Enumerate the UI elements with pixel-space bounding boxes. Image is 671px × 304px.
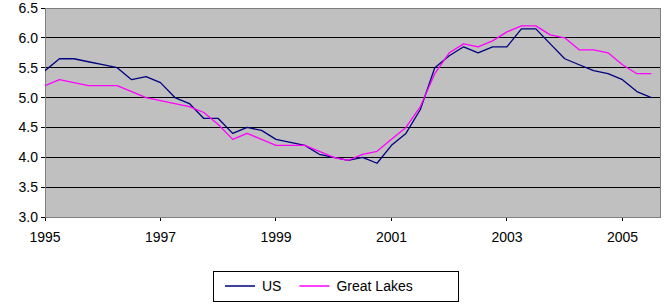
legend-swatch [299, 285, 329, 287]
x-tick [275, 217, 276, 221]
x-tick [622, 217, 623, 221]
y-tick-label: 6.5 [19, 0, 39, 16]
legend-label: US [262, 278, 281, 294]
series-line [45, 26, 651, 160]
x-tick-label: 2001 [376, 229, 407, 245]
grid-line [45, 37, 660, 38]
y-tick [41, 8, 45, 9]
y-tick-label: 4.5 [19, 119, 39, 135]
y-tick [41, 127, 45, 128]
y-tick-label: 4.0 [19, 149, 39, 165]
x-tick [45, 217, 46, 221]
y-tick-label: 3.5 [19, 179, 39, 195]
y-tick-label: 5.5 [19, 60, 39, 76]
legend-label: Great Lakes [336, 278, 412, 294]
y-tick-label: 5.0 [19, 90, 39, 106]
y-tick [41, 157, 45, 158]
page: {"chart_data": {"type": "line", "x": [19… [0, 0, 671, 304]
plot-frame [45, 8, 660, 217]
x-tick-label: 2005 [607, 229, 638, 245]
grid-line [45, 187, 660, 188]
grid-line [45, 127, 660, 128]
y-tick [41, 217, 45, 218]
series-line [45, 29, 651, 163]
plot-area [45, 8, 660, 217]
y-tick [41, 187, 45, 188]
y-tick [41, 67, 45, 68]
y-tick [41, 37, 45, 38]
grid-line [45, 67, 660, 68]
x-tick [506, 217, 507, 221]
grid-line [45, 157, 660, 158]
x-tick-label: 1997 [145, 229, 176, 245]
legend-swatch [225, 285, 255, 287]
x-tick [391, 217, 392, 221]
x-tick-label: 2003 [491, 229, 522, 245]
grid-line [45, 97, 660, 98]
x-tick-label: 1995 [29, 229, 60, 245]
y-tick-label: 6.0 [19, 30, 39, 46]
x-tick-label: 1999 [260, 229, 291, 245]
chart: 3.0 3.5 4.0 4.5 5.0 5.5 6.0 6.5 1995 1997 1999 2001… [0, 0, 671, 304]
series-group [45, 26, 651, 163]
y-tick [41, 97, 45, 98]
legend [213, 271, 458, 301]
x-tick [160, 217, 161, 221]
y-tick-label: 3.0 [19, 209, 39, 225]
